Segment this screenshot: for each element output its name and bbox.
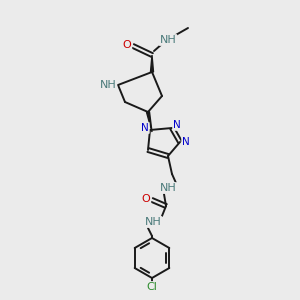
Text: N: N (173, 120, 181, 130)
Text: NH: NH (160, 35, 176, 45)
Polygon shape (146, 112, 152, 132)
Text: Cl: Cl (147, 282, 158, 292)
Polygon shape (151, 55, 154, 72)
Text: NH: NH (145, 217, 161, 227)
Text: N: N (182, 137, 190, 147)
Text: O: O (123, 40, 131, 50)
Text: O: O (142, 194, 150, 204)
Text: N: N (141, 123, 149, 133)
Text: NH: NH (160, 183, 176, 193)
Text: NH: NH (100, 80, 116, 90)
